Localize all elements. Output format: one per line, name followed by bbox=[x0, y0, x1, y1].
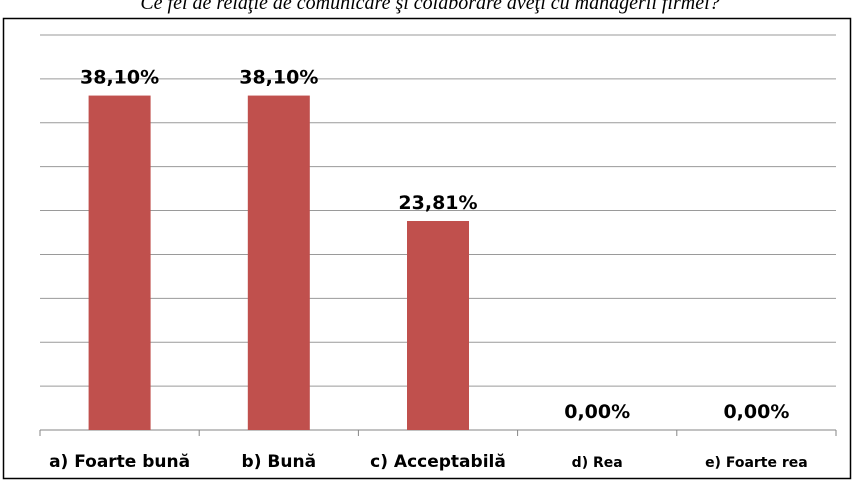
value-label: 38,10% bbox=[239, 67, 318, 89]
x-tick-label: e) Foarte rea bbox=[705, 455, 808, 471]
bar bbox=[247, 95, 310, 431]
value-label: 0,00% bbox=[723, 401, 789, 423]
x-tick-label: d) Rea bbox=[572, 455, 623, 471]
bar bbox=[88, 95, 151, 431]
value-label: 38,10% bbox=[80, 67, 159, 89]
x-tick-label: c) Acceptabilă bbox=[370, 452, 506, 472]
x-tick-label: a) Foarte bună bbox=[49, 452, 190, 472]
chart-title: Ce fel de relaţie de comunicare şi colab… bbox=[140, 0, 719, 14]
value-label: 23,81% bbox=[398, 192, 477, 214]
value-label: 0,00% bbox=[564, 401, 630, 423]
bar bbox=[407, 221, 469, 430]
x-tick-label: b) Bună bbox=[242, 452, 317, 472]
